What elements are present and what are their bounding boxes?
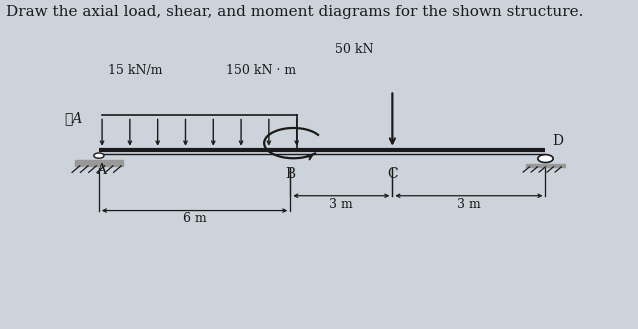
Circle shape — [538, 155, 553, 163]
Text: 6 m: 6 m — [182, 213, 207, 225]
Polygon shape — [75, 160, 123, 166]
Text: C: C — [387, 167, 398, 181]
Text: 3 m: 3 m — [329, 198, 353, 211]
Polygon shape — [526, 164, 565, 167]
Text: 15 kN/m: 15 kN/m — [108, 64, 163, 77]
Circle shape — [94, 153, 104, 158]
Text: 50 kN: 50 kN — [335, 43, 373, 56]
Text: A: A — [96, 163, 106, 177]
Text: D: D — [552, 134, 563, 148]
Text: 150 kN · m: 150 kN · m — [226, 64, 297, 77]
Text: Draw the axial load, shear, and moment diagrams for the shown structure.: Draw the axial load, shear, and moment d… — [6, 5, 584, 19]
Text: ℓA: ℓA — [64, 111, 82, 125]
Text: 3 m: 3 m — [457, 198, 481, 211]
Text: B: B — [285, 167, 295, 181]
